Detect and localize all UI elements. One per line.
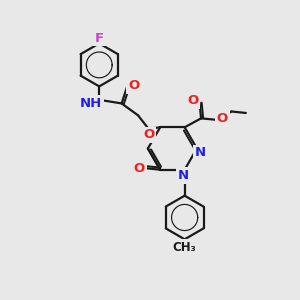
Text: NH: NH xyxy=(80,97,102,110)
Text: N: N xyxy=(195,146,206,160)
Text: O: O xyxy=(217,112,228,125)
Text: O: O xyxy=(128,79,139,92)
Text: F: F xyxy=(95,32,104,44)
Text: O: O xyxy=(188,94,199,107)
Text: O: O xyxy=(134,162,145,175)
Text: N: N xyxy=(178,169,189,182)
Text: O: O xyxy=(143,128,154,141)
Text: CH₃: CH₃ xyxy=(173,241,196,254)
